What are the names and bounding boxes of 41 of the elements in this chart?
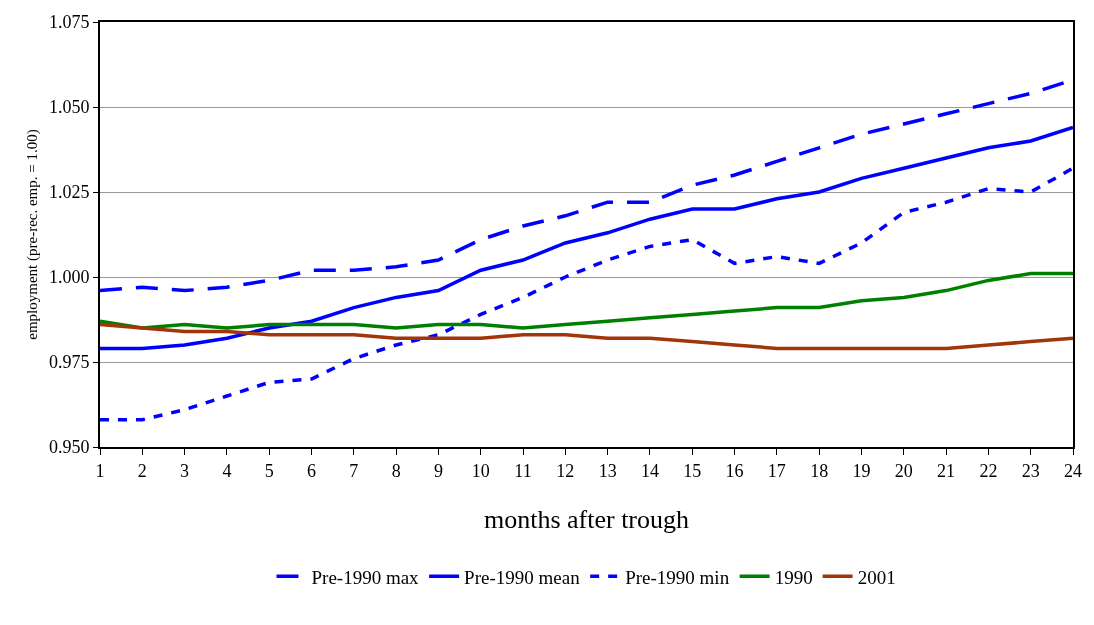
legend-label: Pre-1990 mean (464, 566, 581, 588)
x-tick-label: 17 (767, 460, 786, 481)
x-tick-label: 21 (937, 460, 956, 481)
y-tick-label: 0.975 (48, 352, 90, 373)
y-tick-label: 1.025 (48, 182, 90, 203)
x-tick-label: 16 (725, 460, 744, 481)
x-tick-label: 7 (349, 460, 359, 481)
legend-label: 1990 (774, 566, 813, 588)
x-tick-label: 4 (222, 460, 232, 481)
legend-label: Pre-1990 max (311, 566, 420, 588)
x-tick-label: 1 (95, 460, 105, 481)
x-tick-label: 2 (137, 460, 147, 481)
y-tick-label: 1.050 (48, 97, 90, 118)
x-tick-label: 12 (556, 460, 575, 481)
x-tick-label: 3 (180, 460, 190, 481)
x-tick-label: 6 (307, 460, 317, 481)
x-tick-label: 11 (514, 460, 532, 481)
x-tick-label: 18 (810, 460, 829, 481)
y-tick-label: 1.075 (48, 12, 90, 33)
x-tick-label: 9 (433, 460, 443, 481)
y-tick-label: 0.950 (48, 437, 90, 458)
x-tick-label: 22 (979, 460, 998, 481)
x-tick-label: 20 (894, 460, 913, 481)
x-tick-label: 14 (640, 460, 659, 481)
x-tick-label: 5 (264, 460, 274, 481)
x-tick-label: 10 (471, 460, 490, 481)
x-tick-label: 13 (598, 460, 617, 481)
line-series (100, 271, 1073, 330)
legend-label: Pre-1990 min (625, 566, 730, 588)
x-tick-label: 23 (1021, 460, 1040, 481)
legend-label: 2001 (857, 566, 896, 588)
y-axis-title: employment (pre-rec. emp. = 1.00) (23, 129, 41, 340)
x-tick-label: 15 (683, 460, 702, 481)
line-series (100, 125, 1073, 351)
line-series (100, 322, 1073, 351)
x-tick-label: 24 (1064, 460, 1082, 481)
y-tick-label: 1.000 (48, 267, 90, 288)
x-tick-label: 8 (391, 460, 401, 481)
x-axis-title: months after trough (483, 504, 690, 534)
line-series (100, 166, 1073, 422)
x-tick-label: 19 (852, 460, 871, 481)
